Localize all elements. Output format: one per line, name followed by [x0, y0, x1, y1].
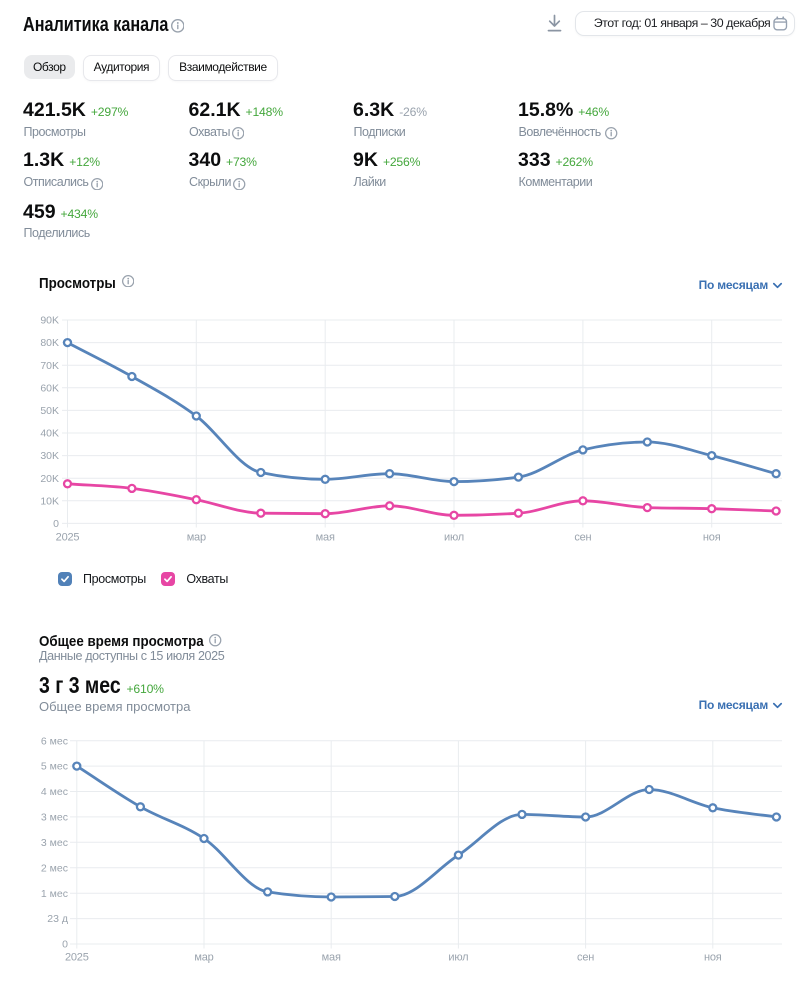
svg-text:0: 0 — [62, 939, 68, 951]
svg-text:ноя: ноя — [703, 532, 721, 544]
svg-text:сен: сен — [574, 532, 591, 544]
svg-text:20K: 20K — [40, 473, 59, 485]
svg-text:5 мес: 5 мес — [41, 761, 68, 773]
svg-text:ноя: ноя — [704, 952, 722, 964]
svg-text:июл: июл — [444, 532, 464, 544]
svg-text:70K: 70K — [40, 360, 59, 372]
svg-text:3 мес: 3 мес — [41, 812, 68, 824]
svg-text:сен: сен — [577, 952, 594, 964]
svg-text:80K: 80K — [40, 337, 59, 349]
svg-text:мар: мар — [194, 952, 213, 964]
svg-text:4 мес: 4 мес — [41, 786, 68, 798]
svg-text:30K: 30K — [40, 450, 59, 462]
svg-text:2025: 2025 — [56, 532, 80, 544]
svg-text:1 мес: 1 мес — [41, 888, 68, 900]
svg-text:23 д: 23 д — [47, 913, 68, 925]
svg-text:мая: мая — [322, 952, 341, 964]
svg-text:60K: 60K — [40, 382, 59, 394]
svg-text:июл: июл — [448, 952, 468, 964]
svg-text:мая: мая — [316, 532, 335, 544]
svg-text:6 мес: 6 мес — [41, 735, 68, 747]
svg-text:0: 0 — [53, 518, 59, 530]
svg-text:40K: 40K — [40, 428, 59, 440]
svg-text:3 мес: 3 мес — [41, 837, 68, 849]
svg-text:50K: 50K — [40, 405, 59, 417]
svg-text:мар: мар — [187, 532, 206, 544]
svg-text:2 мес: 2 мес — [41, 862, 68, 874]
svg-text:2025: 2025 — [65, 952, 89, 964]
svg-text:10K: 10K — [40, 495, 59, 507]
svg-text:90K: 90K — [40, 315, 59, 327]
